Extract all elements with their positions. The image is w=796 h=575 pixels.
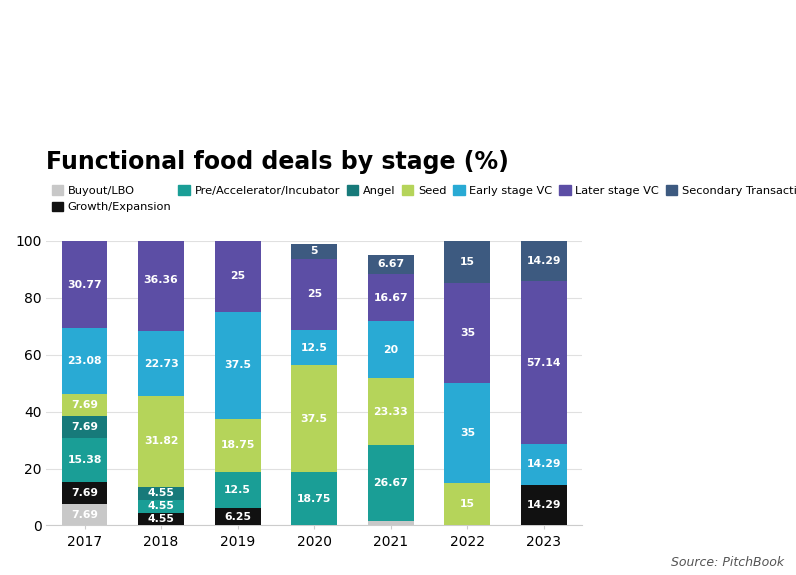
Text: 15: 15 [460,257,475,267]
Bar [444,283,490,383]
Bar [444,483,490,526]
Bar [139,228,184,331]
Bar [61,416,107,438]
Text: 6.25: 6.25 [224,512,252,522]
Bar [521,444,567,485]
Bar [291,244,338,259]
Text: Source: PitchBook: Source: PitchBook [671,556,784,569]
Text: 7.69: 7.69 [71,509,98,520]
Text: 37.5: 37.5 [301,414,328,424]
Text: 18.75: 18.75 [297,494,331,504]
Bar [215,419,260,472]
Text: 57.14: 57.14 [527,358,561,368]
Text: 4.55: 4.55 [147,488,174,498]
Bar [368,321,414,378]
Text: 31.82: 31.82 [144,436,178,446]
Bar [521,241,567,281]
Bar [61,504,107,526]
Text: 30.77: 30.77 [67,279,102,290]
Bar [521,281,567,444]
Text: 35: 35 [460,328,475,338]
Bar [291,472,338,526]
Text: 5: 5 [310,247,318,256]
Text: 6.67: 6.67 [377,259,404,270]
Text: 18.75: 18.75 [220,440,255,450]
Text: 14.29: 14.29 [527,459,561,469]
Bar [215,508,260,526]
Text: 4.55: 4.55 [147,514,174,524]
Bar [61,241,107,328]
Bar [139,331,184,396]
Text: 15: 15 [460,499,475,509]
Bar [291,259,338,329]
Bar [368,274,414,321]
Text: 25: 25 [230,271,245,281]
Text: 26.67: 26.67 [373,478,408,488]
Bar [368,445,414,521]
Bar [139,512,184,526]
Text: 20: 20 [383,345,398,355]
Text: 7.69: 7.69 [71,422,98,432]
Bar [521,485,567,526]
Bar [61,482,107,504]
Bar [444,383,490,483]
Bar [139,500,184,512]
Text: 25: 25 [306,289,322,299]
Legend: Buyout/LBO, Growth/Expansion, Pre/Accelerator/Incubator, Angel, Seed, Early stag: Buyout/LBO, Growth/Expansion, Pre/Accele… [52,185,796,212]
Bar [215,472,260,508]
Text: 4.55: 4.55 [147,501,174,511]
Bar [139,486,184,500]
Bar [61,438,107,482]
Text: 16.67: 16.67 [373,293,408,302]
Bar [444,241,490,283]
Text: 37.5: 37.5 [224,361,252,370]
Text: 12.5: 12.5 [301,343,328,352]
Text: 22.73: 22.73 [144,359,178,369]
Bar [139,396,184,486]
Bar [291,365,338,472]
Text: Functional food deals by stage (%): Functional food deals by stage (%) [46,150,509,174]
Text: 36.36: 36.36 [144,275,178,285]
Bar [215,241,260,312]
Bar [368,378,414,445]
Bar [291,329,338,365]
Text: 7.69: 7.69 [71,488,98,497]
Text: 35: 35 [460,428,475,438]
Text: 23.08: 23.08 [68,356,102,366]
Bar [61,328,107,394]
Text: 7.69: 7.69 [71,400,98,410]
Text: 14.29: 14.29 [527,256,561,266]
Bar [61,394,107,416]
Bar [215,312,260,419]
Text: 12.5: 12.5 [224,485,251,495]
Text: 15.38: 15.38 [68,455,102,465]
Bar [368,521,414,526]
Bar [368,255,414,274]
Text: 14.29: 14.29 [527,500,561,510]
Text: 23.33: 23.33 [373,407,408,417]
